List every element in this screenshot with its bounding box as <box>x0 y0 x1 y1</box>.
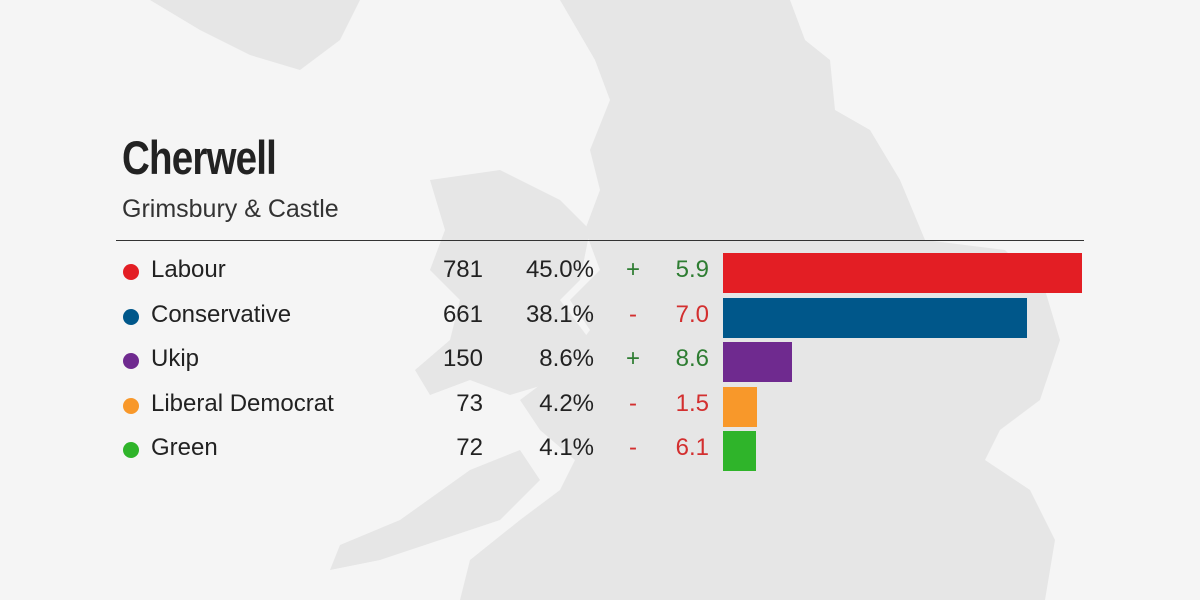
change-value: 7.0 <box>675 300 709 328</box>
votes-value: 781 <box>442 256 483 283</box>
legend-dot-icon <box>123 353 139 369</box>
header-divider <box>116 240 1084 241</box>
party-label: Green <box>151 434 218 461</box>
percent-value: 8.6% <box>539 345 594 372</box>
page-subtitle: Grimsbury & Castle <box>122 195 339 223</box>
change-sign: + <box>625 345 640 372</box>
party-label: Labour <box>151 256 226 283</box>
legend-dot-icon <box>123 442 139 458</box>
table-row: Ukip 150 8.6% +8.6 <box>0 339 1200 383</box>
vote-bar <box>723 253 1082 293</box>
votes-value: 661 <box>442 300 483 328</box>
legend-dot-icon <box>123 264 139 280</box>
vote-bar <box>723 342 792 382</box>
change-value: 1.5 <box>675 389 709 417</box>
table-row: Green 72 4.1% - 6.1 <box>0 428 1200 472</box>
change-sign: - <box>629 300 637 328</box>
table-row: Labour 781 45.0% +5.9 <box>0 250 1200 294</box>
table-row: Conservative 661 38.1% - 7.0 <box>0 295 1200 339</box>
percent-value: 45.0% <box>525 256 594 283</box>
change-sign: - <box>629 389 637 417</box>
map-landmass-southwest <box>330 450 540 570</box>
percent-value: 38.1% <box>525 300 594 328</box>
change-value: 6.1 <box>675 434 709 461</box>
percent-value: 4.1% <box>539 434 594 461</box>
votes-value: 150 <box>442 345 483 372</box>
table-row: Liberal Democrat 73 4.2% - 1.5 <box>0 384 1200 428</box>
percent-value: 4.2% <box>539 389 594 417</box>
legend-dot-icon <box>123 397 139 414</box>
party-label: Liberal Democrat <box>151 389 334 417</box>
votes-value: 73 <box>456 389 483 417</box>
change-sign: + <box>625 256 640 283</box>
vote-bar <box>723 297 1027 338</box>
legend-dot-icon <box>123 308 139 325</box>
votes-value: 72 <box>456 434 483 461</box>
page-title: Cherwell <box>122 131 277 184</box>
map-landmass-wales <box>415 170 590 395</box>
change-sign: - <box>629 434 637 461</box>
change-value: 8.6 <box>675 345 709 372</box>
party-label: Conservative <box>151 300 292 328</box>
vote-bar <box>723 431 756 471</box>
map-landmass-north <box>150 0 360 70</box>
change-value: 5.9 <box>675 256 709 283</box>
vote-bar <box>723 386 757 427</box>
party-label: Ukip <box>151 345 200 372</box>
